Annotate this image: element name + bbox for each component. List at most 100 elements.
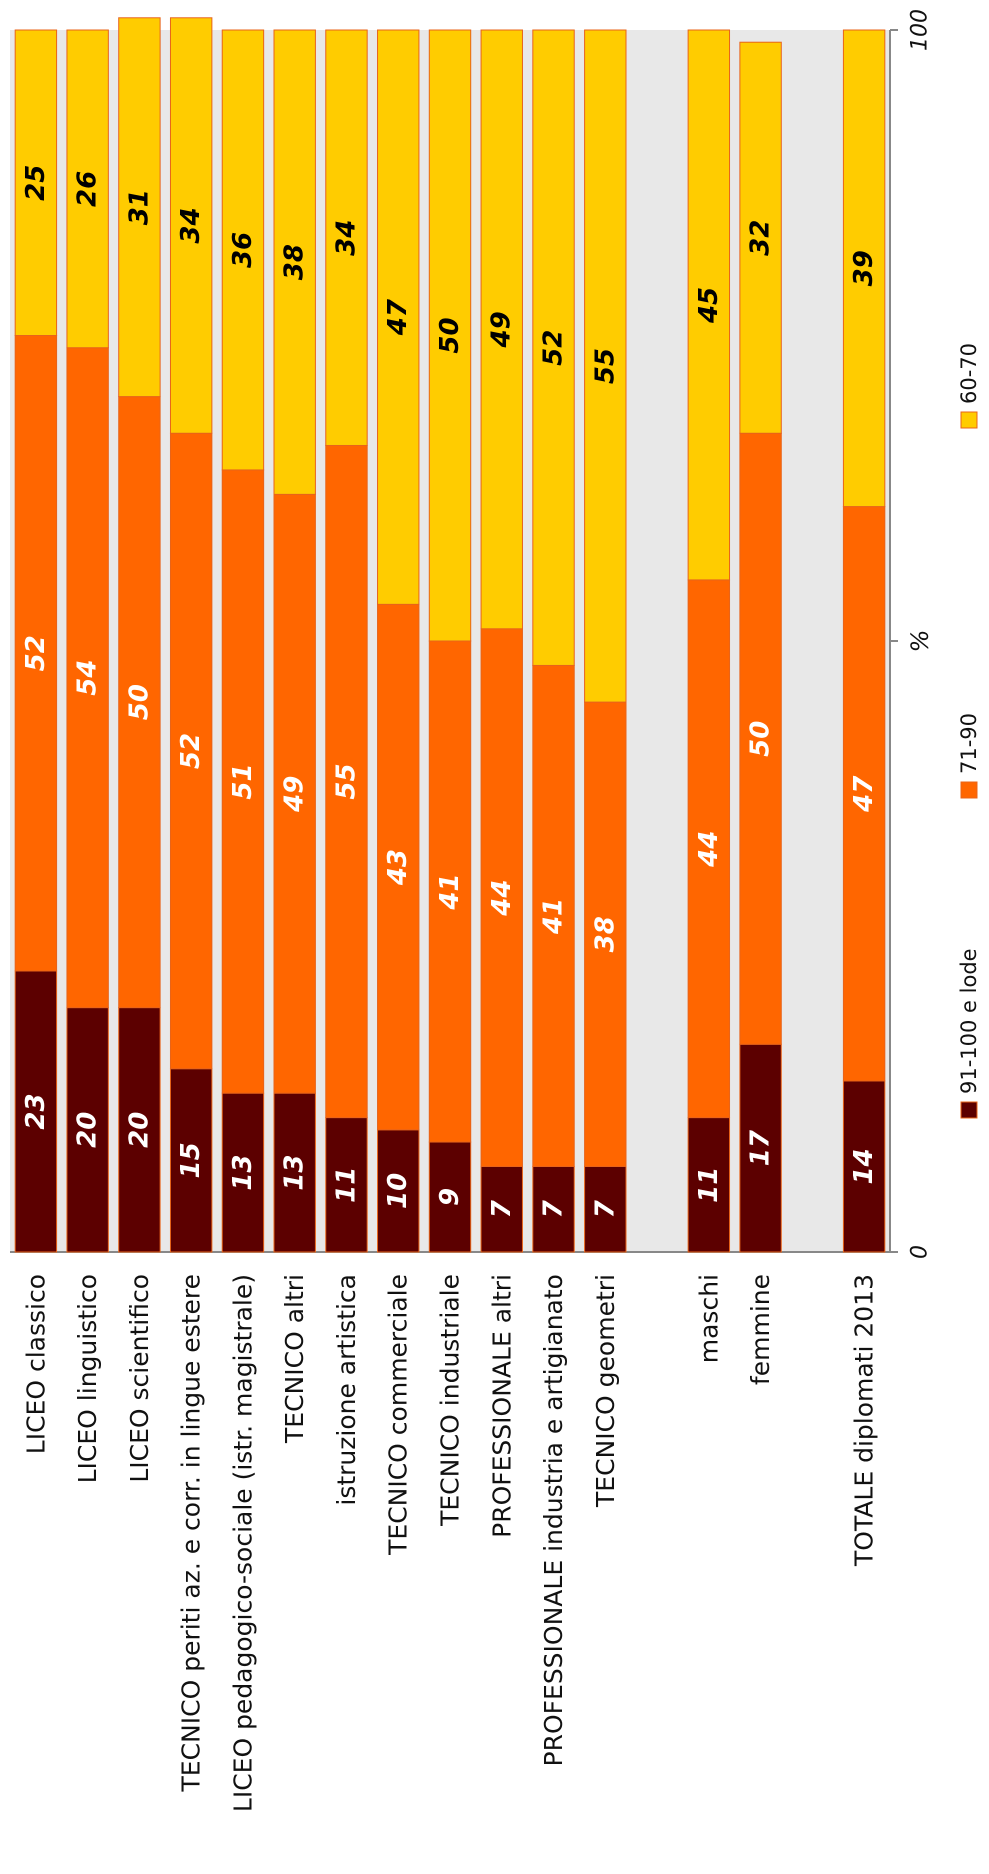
bar-segment bbox=[428, 1141, 472, 1253]
data-label: 7 bbox=[487, 1199, 517, 1218]
data-label: 25 bbox=[21, 165, 51, 201]
bar-segment bbox=[273, 493, 316, 1094]
data-label: 52 bbox=[21, 635, 51, 671]
bar-segment bbox=[687, 1117, 731, 1253]
data-label: 14 bbox=[849, 1148, 879, 1184]
bar-segment bbox=[377, 29, 420, 605]
data-label: 10 bbox=[383, 1173, 413, 1209]
bar-segment bbox=[14, 335, 58, 972]
data-label: 23 bbox=[21, 1093, 51, 1129]
data-label: 38 bbox=[280, 244, 310, 280]
bar-segment bbox=[221, 29, 265, 471]
bar-segment bbox=[273, 29, 316, 495]
data-label: 44 bbox=[487, 880, 517, 917]
data-label: 20 bbox=[124, 1112, 154, 1148]
data-label: 49 bbox=[280, 776, 310, 813]
data-label: 36 bbox=[228, 232, 258, 268]
bar-segment bbox=[169, 432, 213, 1070]
bar-segment bbox=[842, 29, 886, 508]
bar-segment bbox=[584, 701, 627, 1167]
bar-segment bbox=[428, 640, 472, 1143]
category-label: femmine bbox=[746, 1274, 775, 1385]
bar-segment bbox=[584, 29, 627, 703]
legend-swatch bbox=[960, 411, 978, 429]
bar-segment bbox=[739, 432, 782, 1045]
category-label: TECNICO commerciale bbox=[384, 1274, 413, 1556]
bar-segment bbox=[480, 1165, 523, 1253]
data-label: 31 bbox=[124, 189, 154, 225]
bar-segment bbox=[169, 17, 213, 434]
data-label: 34 bbox=[331, 220, 361, 256]
category-label: PROFESSIONALE altri bbox=[487, 1274, 516, 1538]
bar-segment bbox=[66, 1007, 109, 1253]
data-label: 43 bbox=[383, 849, 413, 886]
data-label: 47 bbox=[383, 298, 413, 336]
bar-segment bbox=[118, 396, 161, 1009]
bar-segment bbox=[480, 628, 523, 1167]
category-label: TECNICO altri bbox=[280, 1274, 309, 1444]
bar-segment bbox=[14, 29, 58, 336]
data-label: 50 bbox=[124, 684, 154, 720]
data-label: 9 bbox=[435, 1188, 465, 1206]
legend-label: 60-70 bbox=[957, 343, 981, 404]
data-label: 52 bbox=[539, 330, 569, 366]
data-label: 20 bbox=[73, 1112, 103, 1148]
bar-segment bbox=[325, 444, 368, 1119]
bar-segment bbox=[325, 1117, 368, 1253]
category-label: LICEO classico bbox=[21, 1274, 50, 1454]
bar-segment bbox=[118, 17, 161, 398]
category-label: LICEO pedagogico-sociale (istr. magistra… bbox=[228, 1274, 257, 1812]
bar-segment bbox=[532, 29, 575, 666]
category-label: LICEO linguistico bbox=[73, 1274, 102, 1483]
data-label: 17 bbox=[746, 1129, 776, 1166]
bar-segment bbox=[221, 1092, 265, 1253]
data-label: 7 bbox=[539, 1199, 569, 1218]
data-label: 44 bbox=[694, 831, 724, 868]
value-axis-label: % bbox=[906, 630, 934, 653]
data-label: 47 bbox=[849, 775, 879, 813]
data-label: 41 bbox=[435, 873, 465, 910]
bar-segment bbox=[325, 29, 368, 446]
data-label: 7 bbox=[590, 1199, 620, 1218]
data-label: 15 bbox=[176, 1142, 206, 1178]
legend-swatch bbox=[960, 781, 978, 799]
bar-segment bbox=[66, 347, 109, 1009]
bar-segment bbox=[842, 506, 886, 1082]
data-label: 55 bbox=[590, 348, 620, 384]
tick-label-max: 100 bbox=[908, 9, 933, 51]
legend-label: 71-90 bbox=[957, 713, 981, 774]
category-label: TECNICO periti az. e corr. in lingue est… bbox=[177, 1274, 206, 1792]
data-label: 50 bbox=[746, 721, 776, 757]
category-label: PROFESSIONALE industria e artigianato bbox=[539, 1274, 568, 1766]
bar-segment bbox=[842, 1080, 886, 1253]
bar-segment bbox=[66, 29, 109, 349]
data-label: 54 bbox=[73, 660, 103, 696]
data-label: 11 bbox=[331, 1167, 361, 1203]
bar-segment bbox=[584, 1165, 627, 1253]
data-label: 55 bbox=[331, 763, 361, 799]
data-label: 38 bbox=[590, 916, 620, 952]
data-label: 52 bbox=[176, 733, 206, 769]
bar-segment bbox=[14, 970, 58, 1253]
data-label: 34 bbox=[176, 207, 206, 243]
data-label: 39 bbox=[849, 250, 879, 286]
bar-segment bbox=[428, 29, 472, 642]
category-label: TECNICO industriale bbox=[436, 1274, 465, 1527]
data-label: 13 bbox=[228, 1154, 258, 1190]
data-label: 51 bbox=[228, 763, 258, 799]
category-label: TECNICO geometri bbox=[591, 1274, 620, 1508]
bar-segment bbox=[687, 579, 731, 1119]
category-label: TOTALE diplomati 2013 bbox=[850, 1274, 879, 1567]
legend-label: 91-100 e lode bbox=[957, 948, 981, 1094]
bar-segment bbox=[377, 603, 420, 1131]
data-label: 13 bbox=[280, 1154, 310, 1190]
tick-label-min: 0 bbox=[908, 1245, 933, 1259]
category-label: LICEO scientifico bbox=[125, 1274, 154, 1483]
bar-segment bbox=[480, 29, 523, 630]
data-label: 11 bbox=[694, 1167, 724, 1203]
data-label: 45 bbox=[694, 287, 724, 324]
bar-segment bbox=[169, 1068, 213, 1253]
data-label: 41 bbox=[539, 898, 569, 935]
data-label: 49 bbox=[487, 311, 517, 348]
